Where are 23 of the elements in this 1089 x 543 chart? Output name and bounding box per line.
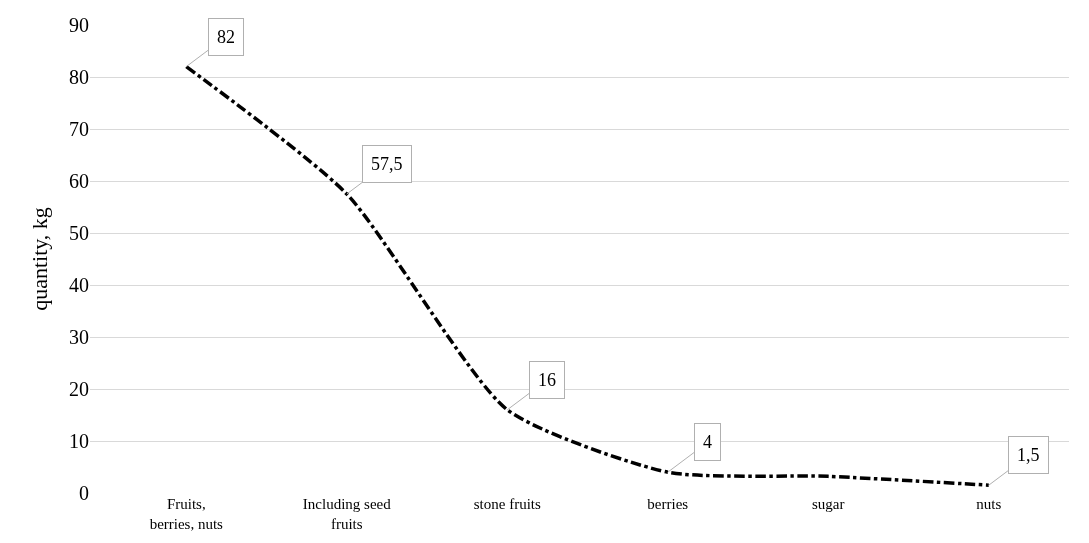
y-tick-label: 90: [69, 14, 89, 36]
x-tick-label: berries: [647, 496, 689, 512]
y-tick-label: 80: [69, 66, 89, 88]
x-tick-label: nuts: [976, 496, 1002, 512]
x-tick-label: stone fruits: [473, 496, 541, 512]
y-tick-label: 10: [69, 430, 89, 452]
line-series: [184, 64, 991, 487]
x-tick-label: Including seed fruits: [302, 496, 392, 532]
y-tick-label: 70: [69, 118, 89, 140]
y-tick-label: 50: [69, 222, 89, 244]
data-label: 1,5: [1017, 445, 1040, 465]
y-tick-label: 60: [69, 170, 89, 192]
data-label: 82: [217, 27, 235, 47]
data-label: 57,5: [371, 154, 403, 174]
y-axis-title: quantity, kg: [26, 207, 52, 311]
y-tick-label: 30: [69, 326, 89, 348]
x-tick-label: sugar: [812, 496, 845, 512]
y-tick-label: 20: [69, 378, 89, 400]
x-tick-label: Fruits, berries, nuts: [149, 496, 224, 532]
y-tick-label: 0: [79, 482, 89, 504]
data-label: 16: [538, 370, 556, 390]
data-label: 4: [703, 432, 712, 452]
y-tick-label: 40: [69, 274, 89, 296]
